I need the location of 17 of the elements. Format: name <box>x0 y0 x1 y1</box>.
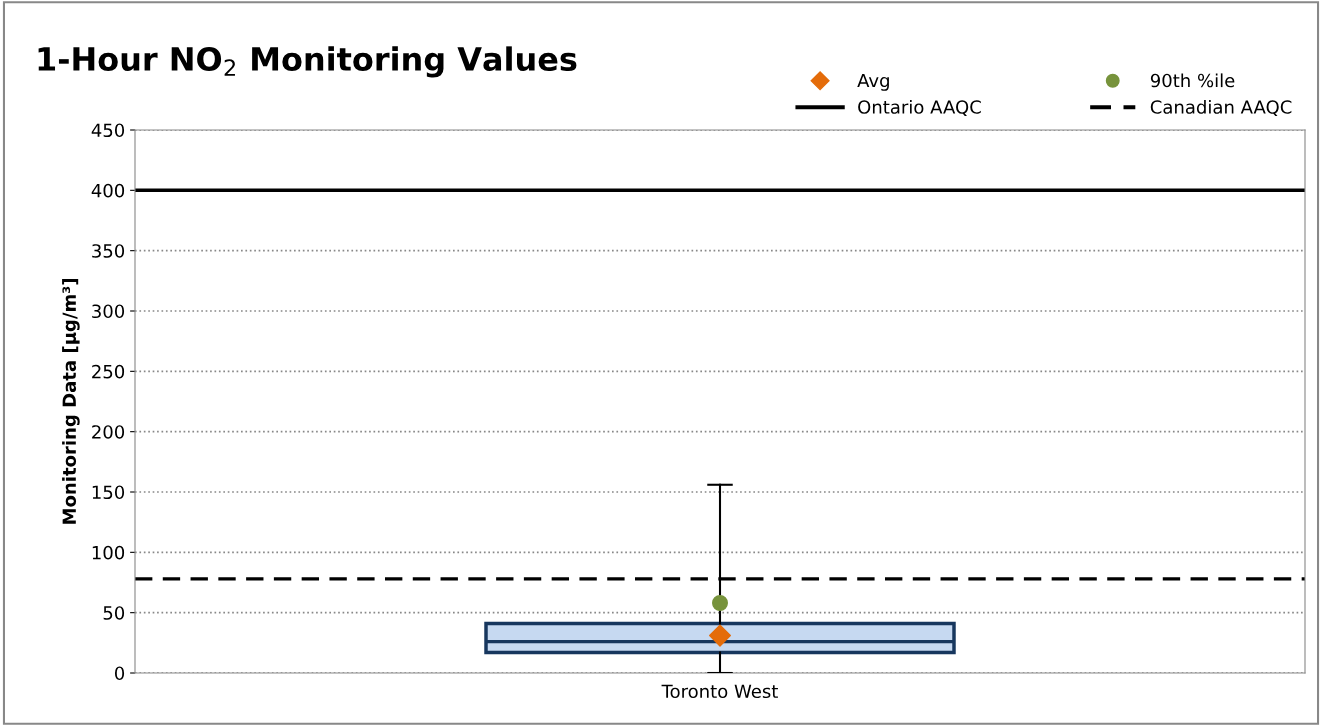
y-tick-label: 200 <box>92 425 125 439</box>
legend-label: Avg <box>857 73 889 91</box>
y-tick-label: 0 <box>114 666 125 681</box>
legend-label: Canadian AAQC <box>1150 99 1292 116</box>
y-tick-label: 100 <box>92 545 125 560</box>
legend-label: 90th %ile <box>1150 73 1235 88</box>
y-tick-label: 150 <box>92 485 125 500</box>
chart-title: 1-Hour NO$_{2}$ Monitoring Values <box>38 46 577 78</box>
legend-label: Ontario AAQC <box>858 99 981 116</box>
y-tick-label: 350 <box>92 244 125 258</box>
y-tick-label: 450 <box>91 123 125 138</box>
x-tick-label: Toronto West <box>661 684 778 699</box>
y-tick-label: 50 <box>103 606 125 620</box>
y-tick-label: 300 <box>92 304 125 319</box>
y-tick-label: 400 <box>91 183 125 198</box>
y-tick-label: 250 <box>92 364 125 379</box>
y-axis-title: Monitoring Data [µg/m³] <box>62 279 80 524</box>
